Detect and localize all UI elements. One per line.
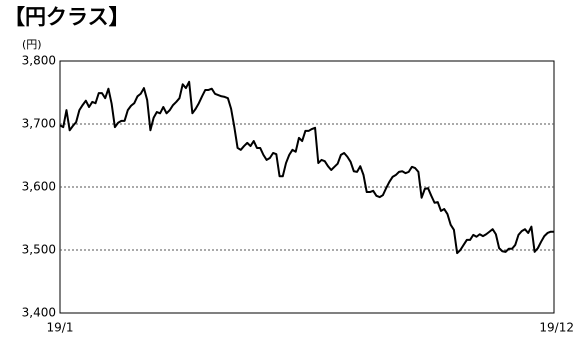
y-tick-label: 3,400 bbox=[22, 306, 56, 320]
y-tick-label: 3,700 bbox=[22, 117, 56, 131]
y-tick-label: 3,600 bbox=[22, 180, 56, 194]
chart-title: 【円クラス】 bbox=[4, 5, 130, 29]
line-series bbox=[59, 80, 554, 255]
y-unit: (円) bbox=[22, 38, 42, 51]
y-tick-label: 3,800 bbox=[22, 54, 56, 68]
x-tick-label: 19/12 bbox=[539, 321, 574, 335]
plot-frame bbox=[59, 60, 555, 314]
y-tick-label: 3,500 bbox=[22, 243, 56, 257]
x-tick-label: 19/1 bbox=[47, 321, 74, 335]
